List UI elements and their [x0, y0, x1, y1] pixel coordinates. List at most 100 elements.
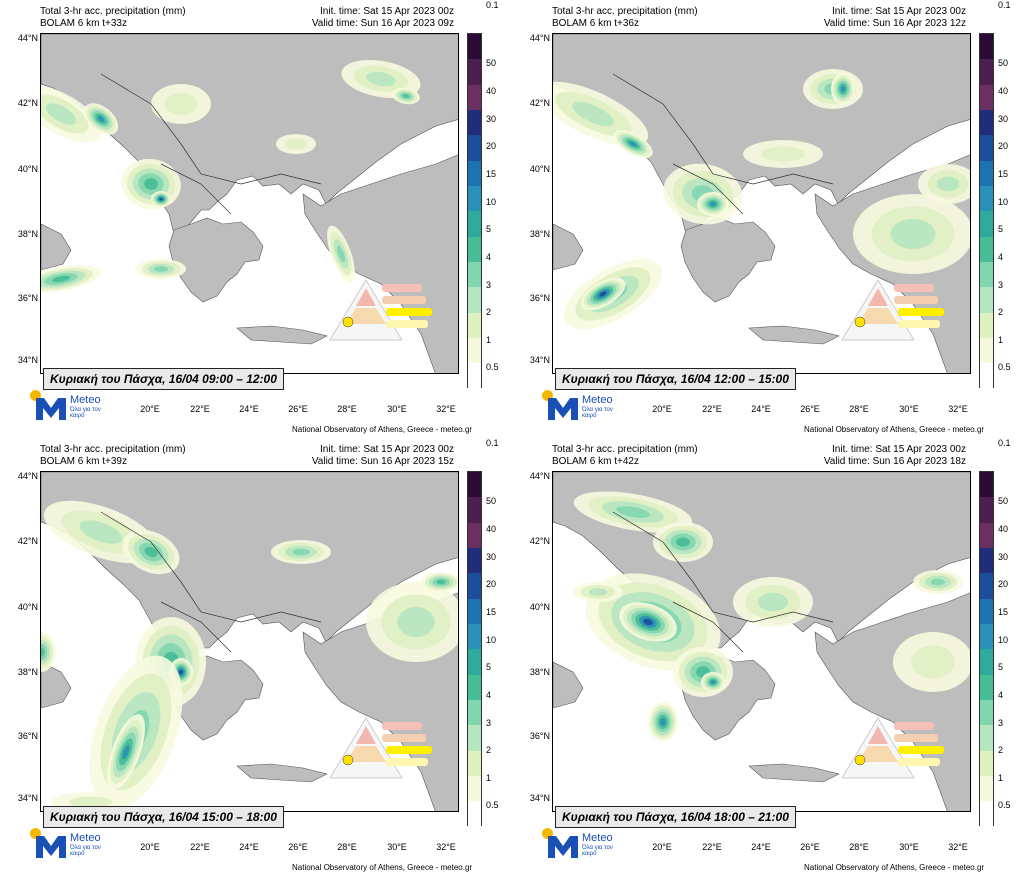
colorbar-label: 15 [486, 169, 497, 179]
latitude-label: 40°N [17, 602, 38, 612]
colorbar [979, 33, 994, 389]
longitude-label: 20°E [652, 842, 672, 852]
panel-header-left: Total 3-hr acc. precipitation (mm) BOLAM … [552, 444, 698, 468]
colorbar-swatch [980, 573, 993, 599]
meteo-logo: Meteo Όλα για τον καιρό [30, 390, 120, 420]
meteo-logo: Meteo Όλα για τον καιρό [542, 828, 632, 858]
forecast-panel: Total 3-hr acc. precipitation (mm) BOLAM … [0, 0, 512, 438]
panel-header-right: Init. time: Sat 15 Apr 2023 00z Valid tim… [802, 6, 966, 30]
precip-contour [153, 266, 169, 272]
longitude-label: 22°E [190, 404, 210, 414]
colorbar-label: 0.5 [486, 800, 499, 810]
precip-cell [421, 572, 458, 592]
precip-contour [588, 588, 608, 596]
longitude-label: 24°E [239, 842, 259, 852]
panel-header-right: Init. time: Sat 15 Apr 2023 00z Valid tim… [802, 444, 966, 468]
precip-contour [144, 546, 158, 558]
colorbar-swatch [468, 548, 481, 574]
precip-cell [853, 194, 970, 274]
meteo-logo: Meteo Όλα για τον καιρό [30, 828, 120, 858]
precip-contour [366, 71, 396, 87]
longitude-label: 26°E [800, 842, 820, 852]
colorbar-swatch [980, 59, 993, 85]
forecast-panel: Total 3-hr acc. precipitation (mm) BOLAM … [0, 438, 512, 876]
precip-cell [392, 87, 420, 105]
colorbar-swatch [980, 649, 993, 675]
latitude-label: 34°N [17, 793, 38, 803]
precip-cell [613, 130, 653, 158]
precip-contour [45, 103, 77, 125]
precip-contour [676, 537, 690, 547]
precipitation-map [40, 471, 459, 812]
border-lines [100, 73, 322, 215]
colorbar-label: 4 [998, 690, 1004, 700]
init-time: Init. time: Sat 15 Apr 2023 00z [320, 6, 454, 17]
colorbar-label: 2 [486, 307, 492, 317]
colorbar-label: 0.1 [998, 0, 1011, 10]
latitude-label: 44°N [529, 33, 550, 43]
colorbar-swatch [468, 801, 481, 827]
latitude-label: 40°N [529, 602, 550, 612]
longitude-label: 30°E [387, 404, 407, 414]
longitude-label: 24°E [239, 404, 259, 414]
precip-cell [122, 529, 180, 575]
panel-header-right: Init. time: Sat 15 Apr 2023 00z Valid tim… [290, 444, 454, 468]
colorbar-label: 2 [998, 745, 1004, 755]
sun-icon [30, 390, 41, 401]
colorbar-swatch [980, 110, 993, 136]
colorbar-swatch [468, 363, 481, 389]
colorbar-label: 0.5 [998, 362, 1011, 372]
valid-time: Valid time: Sun 16 Apr 2023 09z [311, 18, 454, 29]
colorbar-swatch [468, 59, 481, 85]
colorbar-swatch [468, 750, 481, 777]
precip-cell [743, 140, 823, 168]
longitude-label: 26°E [800, 404, 820, 414]
longitude-label: 24°E [751, 404, 771, 414]
colorbar-swatch [980, 160, 993, 187]
map-svg [41, 34, 458, 373]
colorbar-label: 1 [998, 773, 1004, 783]
precip-contour [930, 578, 946, 586]
colorbar-swatch [468, 287, 481, 313]
colorbar-label: 30 [486, 114, 497, 124]
colorbar-label: 50 [998, 496, 1009, 506]
period-caption: Κυριακή του Πάσχα, 16/04 12:00 – 15:00 [555, 368, 796, 390]
colorbar-label: 0.1 [486, 438, 499, 448]
land-area [41, 472, 458, 673]
colorbar-swatch [980, 262, 993, 288]
latitude-label: 42°N [17, 536, 38, 546]
model-run: BOLAM 6 km t+39z [40, 456, 127, 467]
colorbar-label: 10 [486, 197, 497, 207]
colorbar-swatch [980, 84, 993, 111]
land-area [748, 325, 840, 345]
colorbar-label: 20 [486, 579, 497, 589]
map-svg [553, 472, 970, 811]
latitude-label: 36°N [529, 731, 550, 741]
colorbar-label: 2 [486, 745, 492, 755]
colorbar-label: 15 [998, 169, 1009, 179]
panel-header-right: Init. time: Sat 15 Apr 2023 00z Valid tim… [290, 6, 454, 30]
credit-text: National Observatory of Athens, Greece -… [804, 425, 985, 434]
colorbar-swatch [980, 34, 993, 60]
colorbar-label: 5 [486, 662, 492, 672]
warning-triangle-icon [841, 717, 944, 779]
period-caption: Κυριακή του Πάσχα, 16/04 18:00 – 21:00 [555, 806, 796, 828]
panel-header-left: Total 3-hr acc. precipitation (mm) BOLAM … [40, 6, 186, 30]
precip-contour [629, 141, 637, 147]
longitude-label: 20°E [140, 842, 160, 852]
logo-tagline: Όλα για τον καιρό [70, 845, 101, 857]
precip-cell [653, 522, 713, 562]
model-run: BOLAM 6 km t+33z [40, 18, 127, 29]
precip-cell [107, 714, 145, 790]
colorbar-label: 20 [486, 141, 497, 151]
colorbar-swatch [468, 497, 481, 523]
map-svg [553, 34, 970, 373]
precip-cell [276, 134, 316, 154]
border-lines [612, 73, 834, 215]
longitude-label: 28°E [337, 842, 357, 852]
border-lines [100, 511, 322, 653]
longitude-label: 32°E [948, 842, 968, 852]
period-caption: Κυριακή του Πάσχα, 16/04 09:00 – 12:00 [43, 368, 284, 390]
longitude-label: 32°E [948, 404, 968, 414]
precip-contour [936, 176, 960, 192]
